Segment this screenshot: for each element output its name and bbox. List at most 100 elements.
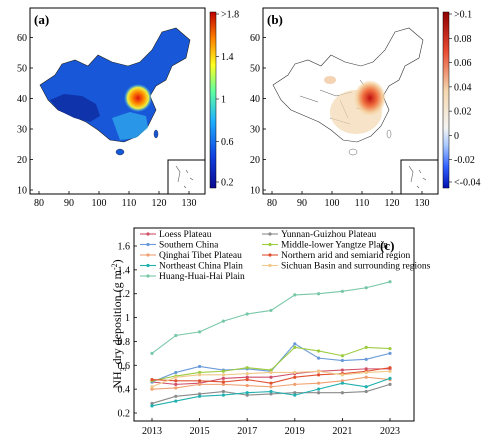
- data-point: [340, 354, 344, 358]
- panel-c-label: (c): [380, 238, 394, 253]
- data-point: [269, 381, 273, 385]
- data-point: [221, 389, 225, 394]
- data-point: [364, 367, 368, 371]
- data-point: [340, 358, 344, 363]
- inset-box-a: [167, 159, 206, 195]
- tibet-dark-region: [50, 94, 100, 122]
- y-tick-label: 30: [17, 125, 27, 136]
- data-point: [221, 382, 225, 386]
- colorbar-tick-label: 0.6: [221, 137, 234, 148]
- y-tick-label: 0.2: [118, 409, 131, 420]
- data-point: [317, 369, 321, 373]
- data-point: [388, 376, 392, 381]
- y-tick-label: 1.4: [118, 265, 131, 276]
- legend-entry: Yunnan-Guizhou Plateau: [281, 230, 376, 240]
- data-point: [364, 375, 368, 379]
- legend-marker: [146, 274, 150, 278]
- legend-entry: Northeast China Plain: [159, 262, 243, 272]
- colorbar-tick-label: 0.2: [221, 178, 234, 189]
- data-point: [340, 381, 344, 385]
- data-point: [221, 380, 225, 384]
- colorbar-tick-label: <-0.04: [454, 178, 480, 189]
- panel-b: (b) 80 90 100 110 120 130 10 20 30 40 50 60 >0.1 0.08…: [250, 7, 480, 209]
- legend-marker: [268, 242, 272, 247]
- data-point: [269, 389, 273, 394]
- china-shape-b: [272, 27, 424, 143]
- legend-entry: Northern arid and semiarid region: [281, 251, 411, 261]
- inset-box-b: [400, 159, 439, 195]
- x-tick-label: 130: [182, 198, 197, 209]
- data-point: [317, 373, 321, 377]
- legend-entry: Sichuan Basin and surrounding regions: [281, 262, 431, 272]
- legend-marker: [268, 263, 272, 268]
- y-tick-label: 30: [250, 125, 260, 136]
- legend-entry: Qinghai Tibet Plateau: [159, 251, 242, 261]
- west-spot-b: [324, 76, 336, 84]
- data-point: [293, 382, 297, 386]
- colorbar-tick-label: 0.08: [454, 34, 472, 45]
- data-point: [269, 392, 273, 396]
- x-tick-label: 2023: [380, 426, 400, 437]
- china-map-b: [272, 27, 424, 156]
- east-light-region: [112, 112, 148, 140]
- data-point: [221, 373, 225, 377]
- x-tick-label: 80: [267, 198, 277, 209]
- panel-c: (c) 2013 2015 2017 2019 2021 2023 0.2 0.4 0.6 0.8…: [110, 227, 431, 437]
- data-point: [269, 370, 273, 375]
- colorbar-tick-label: 1.4: [221, 52, 234, 63]
- data-point: [340, 289, 344, 293]
- data-point: [245, 391, 249, 395]
- colorbar-a: [209, 11, 217, 189]
- data-point: [364, 370, 368, 375]
- data-point: [364, 357, 368, 361]
- y-tick-label: 50: [17, 64, 27, 75]
- hotspot-a: [124, 84, 152, 112]
- colorbar-tick-label: 1: [221, 95, 226, 106]
- legend-entry: Middle-lower Yangtze Plain: [281, 241, 388, 251]
- data-point: [245, 375, 249, 379]
- data-point: [245, 312, 249, 316]
- data-point: [388, 366, 392, 370]
- legend-entry: Southern China: [159, 241, 219, 251]
- x-tick-label: 120: [152, 198, 167, 209]
- data-point: [293, 345, 297, 349]
- data-point: [150, 378, 154, 382]
- x-tick-label: 100: [325, 198, 340, 209]
- y-tick-label: 20: [250, 155, 260, 166]
- data-point: [388, 351, 392, 355]
- y-tick-label: 10: [250, 186, 260, 197]
- legend-marker: [146, 232, 150, 236]
- panel-b-label: (b): [267, 12, 283, 27]
- data-point: [245, 366, 249, 370]
- data-point: [174, 375, 178, 379]
- data-point: [388, 369, 392, 373]
- x-tick-label: 110: [355, 198, 370, 209]
- colorbar-tick-label: >1.8: [221, 10, 239, 21]
- data-point: [317, 381, 321, 385]
- data-point: [150, 387, 154, 391]
- inset-islands-b: [408, 165, 427, 189]
- data-point: [388, 280, 392, 284]
- data-point: [340, 391, 344, 395]
- colorbar-tick-label: -0.02: [454, 155, 475, 166]
- y-tick-label: 20: [17, 155, 27, 166]
- x-tick-label: 2017: [237, 426, 257, 437]
- legend: Loess Plateau Yunnan-Guizhou Plateau South…: [140, 230, 431, 282]
- y-tick-label: 0.4: [118, 385, 131, 396]
- x-tick-label: 80: [34, 198, 44, 209]
- x-tick-label: 2019: [285, 426, 305, 437]
- legend-entry: Loess Plateau: [159, 230, 212, 240]
- y-tick-label: 0.8: [118, 337, 131, 348]
- x-tick-label: 110: [122, 198, 137, 209]
- y-tick-label: 40: [250, 94, 260, 105]
- legend-marker: [146, 263, 150, 268]
- y-tick-label: 60: [250, 33, 260, 44]
- data-point: [245, 378, 249, 382]
- data-point: [221, 393, 225, 397]
- legend-marker: [268, 253, 272, 257]
- hotspot-b: [354, 80, 386, 116]
- legend-marker: [146, 242, 150, 247]
- taiwan-a: [153, 129, 159, 139]
- data-point: [150, 351, 154, 355]
- data-point: [198, 370, 202, 375]
